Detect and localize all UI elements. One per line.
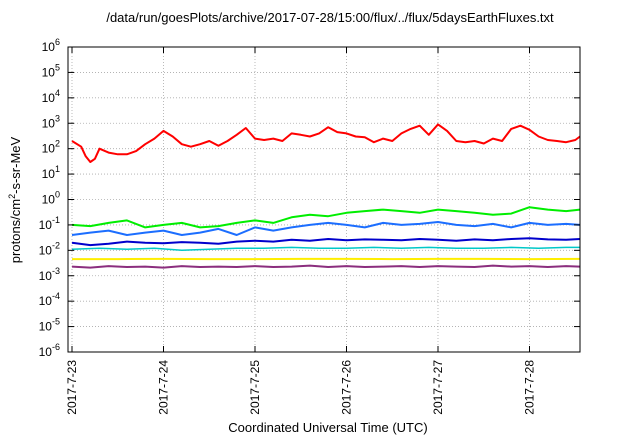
y-tick-exponent: 2 (55, 139, 60, 149)
grid-lines (68, 47, 580, 352)
y-tick-label: 106 (42, 37, 60, 54)
series-line (71, 123, 581, 163)
y-tick-exponent: -5 (52, 317, 60, 327)
x-axis-label: Coordinated Universal Time (UTC) (228, 420, 427, 435)
y-tick-exponent: 0 (55, 190, 60, 200)
y-tick-base: 10 (39, 320, 53, 334)
y-tick-exponent: 4 (55, 88, 60, 98)
x-tick-label: 2017-7-25 (248, 360, 262, 415)
series-line (71, 237, 581, 247)
y-tick-exponent: -4 (52, 291, 60, 301)
y-tick-labels: 10610510410310210110010-110-210-310-410-… (39, 37, 60, 359)
y-axis-label: protons/cm2-s-sr-MeV (7, 136, 23, 263)
series-lines (71, 123, 581, 269)
x-tick-label: 2017-7-24 (157, 360, 171, 415)
y-tick-base: 10 (42, 142, 56, 156)
series-line (71, 264, 581, 269)
y-tick-label: 10-1 (39, 215, 60, 232)
y-tick-base: 10 (42, 167, 56, 181)
y-tick-exponent: 6 (55, 37, 60, 47)
series-line (71, 221, 581, 236)
x-tick-label: 2017-7-26 (340, 360, 354, 415)
y-tick-base: 10 (42, 40, 56, 54)
y-tick-label: 10-4 (39, 291, 60, 308)
y-tick-exponent: -1 (52, 215, 60, 225)
series-line (71, 206, 581, 229)
y-tick-base: 10 (42, 65, 56, 79)
y-tick-base: 10 (39, 243, 53, 257)
y-tick-label: 102 (42, 139, 60, 156)
y-tick-label: 104 (42, 88, 60, 105)
y-axis-label-rest: -s-sr-MeV (8, 136, 23, 193)
y-tick-exponent: 1 (55, 164, 60, 174)
x-tick-label: 2017-7-23 (65, 360, 79, 415)
series-line (71, 246, 580, 252)
chart-title: /data/run/goesPlots/archive/2017-07-28/1… (106, 10, 554, 25)
y-tick-label: 10-6 (39, 342, 60, 359)
y-tick-base: 10 (39, 345, 53, 359)
y-tick-base: 10 (39, 218, 53, 232)
y-tick-label: 10-2 (39, 240, 60, 257)
y-tick-base: 10 (42, 116, 56, 130)
y-tick-exponent: -6 (52, 342, 60, 352)
y-tick-base: 10 (39, 294, 53, 308)
y-tick-exponent: 5 (55, 62, 60, 72)
y-axis-label-main: protons/cm (8, 199, 23, 263)
y-tick-label: 10-5 (39, 317, 60, 334)
tick-marks (68, 46, 580, 353)
y-tick-label: 103 (42, 113, 60, 130)
y-tick-label: 10-3 (39, 266, 60, 283)
y-tick-label: 101 (42, 164, 60, 181)
y-tick-base: 10 (39, 269, 53, 283)
y-tick-exponent: -2 (52, 240, 60, 250)
x-tick-label: 2017-7-27 (431, 360, 445, 415)
y-tick-exponent: -3 (52, 266, 60, 276)
y-axis-label-superscript: 2 (7, 194, 17, 199)
y-tick-base: 10 (42, 91, 56, 105)
x-tick-label: 2017-7-28 (523, 360, 537, 415)
y-tick-label: 105 (42, 62, 60, 79)
x-tick-labels: 2017-7-23 2017-7-24 2017-7-25 2017-7-26 2017… (65, 360, 537, 415)
y-tick-exponent: 3 (55, 113, 60, 123)
y-tick-base: 10 (42, 193, 56, 207)
y-tick-label: 100 (42, 190, 60, 207)
